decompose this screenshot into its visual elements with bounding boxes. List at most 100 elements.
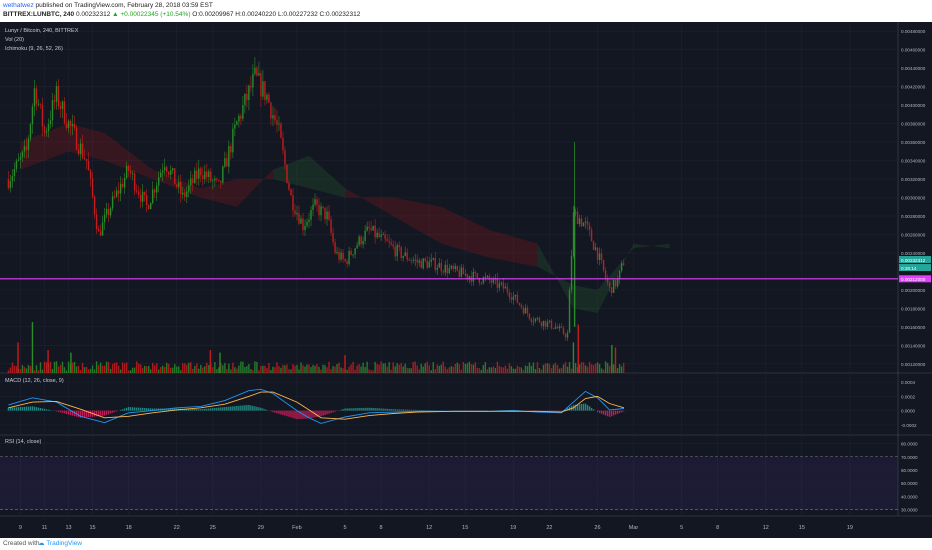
macd-histogram-bar: [184, 408, 186, 411]
volume-bar: [578, 364, 581, 373]
candle-body: [472, 271, 475, 282]
candle-body: [49, 120, 52, 125]
author-link[interactable]: wethatwez: [3, 2, 34, 9]
candle-body: [93, 196, 96, 215]
candle-body: [160, 172, 162, 178]
macd-histogram-bar: [23, 406, 26, 411]
volume-bar: [125, 362, 128, 373]
candle-body: [410, 260, 412, 262]
macd-histogram-bar: [174, 408, 176, 411]
candle-body: [340, 252, 342, 260]
volume-bar: [67, 361, 70, 373]
volume-bar: [121, 362, 124, 373]
candle-body: [376, 232, 378, 238]
volume-bar: [514, 368, 517, 373]
ichimoku-cloud-segment: [633, 243, 670, 249]
volume-bar: [582, 362, 585, 373]
volume-bar: [574, 362, 577, 373]
macd-histogram-bar: [580, 403, 583, 411]
candle-body: [456, 266, 459, 271]
volume-bar: [214, 362, 216, 373]
symbol-label: BITTREX:LUNBTC, 240: [3, 11, 75, 18]
macd-histogram-bar: [390, 409, 392, 411]
candle-body: [544, 320, 547, 327]
macd-histogram-bar: [123, 408, 126, 411]
time-axis-label: 19: [847, 525, 853, 531]
candle-body: [486, 275, 489, 278]
volume-bar: [282, 364, 284, 373]
macd-histogram-bar: [7, 407, 10, 411]
last-price-label: 0.00232312: [901, 258, 926, 263]
volume-bar: [434, 369, 436, 373]
volume-bar: [512, 368, 515, 373]
tradingview-cloud-icon: ☁: [38, 540, 45, 547]
candle-body: [272, 115, 274, 119]
macd-histogram-bar: [286, 410, 288, 417]
support-price-label: 0.00212000: [901, 277, 926, 282]
tradingview-logo[interactable]: ☁ TradingView: [38, 539, 82, 547]
macd-histogram-bar: [133, 407, 136, 411]
macd-histogram-bar: [420, 409, 422, 411]
macd-histogram-bar: [156, 408, 158, 411]
volume-bar: [9, 367, 12, 373]
candle-body: [168, 171, 170, 175]
macd-histogram-bar: [224, 407, 226, 411]
candle-body: [115, 190, 118, 197]
price-axis-label: 0.00320000: [901, 177, 926, 182]
macd-histogram-bar: [264, 409, 266, 411]
volume-bar: [154, 365, 156, 373]
candle-body: [121, 183, 124, 188]
volume-bar: [394, 366, 396, 373]
volume-bar: [340, 367, 342, 373]
volume-bar: [218, 367, 220, 373]
candle-body: [490, 280, 493, 283]
volume-bar: [358, 364, 360, 373]
time-axis-label: 11: [42, 525, 48, 531]
macd-histogram-bar: [598, 410, 601, 413]
macd-histogram-bar: [234, 406, 236, 411]
volume-bar: [316, 364, 318, 373]
volume-spike-bar: [611, 344, 613, 373]
candle-body: [528, 313, 531, 319]
macd-histogram-bar: [318, 410, 320, 417]
macd-legend: MACD (12, 26, close, 9): [5, 378, 64, 384]
macd-histogram-bar: [244, 405, 246, 411]
volume-bar: [113, 362, 116, 373]
macd-histogram-bar: [274, 410, 276, 413]
macd-histogram-bar: [284, 410, 286, 416]
candle-body: [45, 131, 48, 133]
volume-bar: [145, 366, 148, 373]
candle-body: [426, 260, 428, 268]
volume-bar: [368, 369, 370, 373]
candle-body: [244, 93, 246, 106]
price-axis-label: 0.00120000: [901, 362, 926, 367]
candle-body: [614, 279, 617, 287]
macd-histogram-bar: [542, 410, 545, 412]
macd-histogram-bar: [606, 410, 609, 417]
candle-body: [436, 267, 438, 270]
candle-body: [608, 283, 611, 288]
last-price: 0.00232312: [75, 11, 111, 18]
macd-histogram-bar: [260, 407, 262, 411]
time-axis-label: 8: [380, 525, 383, 531]
volume-bar: [350, 364, 352, 373]
volume-bar: [428, 365, 430, 373]
macd-histogram-bar: [99, 410, 102, 416]
volume-bar: [182, 363, 184, 373]
candle-body: [478, 277, 481, 283]
candle-body: [450, 265, 452, 269]
macd-histogram-bar: [618, 410, 621, 414]
macd-histogram-bar: [384, 408, 386, 411]
macd-histogram-bar: [143, 408, 146, 411]
price-axis-label: 0.00460000: [901, 48, 926, 53]
time-axis-label: 5: [680, 525, 683, 531]
macd-histogram-bar: [238, 405, 240, 411]
price-axis-label: 0.00340000: [901, 159, 926, 164]
candle-body: [534, 318, 537, 322]
candle-body: [274, 115, 276, 121]
chart-canvas[interactable]: 9 11 13 15 18 22 25 29 Feb 5 8 12 15 19 22 26 Mar 5 8 12 15 1…: [0, 22, 932, 538]
volume-bar: [466, 363, 469, 373]
candle-body: [594, 247, 597, 250]
chart-area[interactable]: 9 11 13 15 18 22 25 29 Feb 5 8 12 15 19 22 26 Mar 5 8 12 15 1…: [0, 22, 932, 538]
volume-bar: [288, 369, 290, 373]
